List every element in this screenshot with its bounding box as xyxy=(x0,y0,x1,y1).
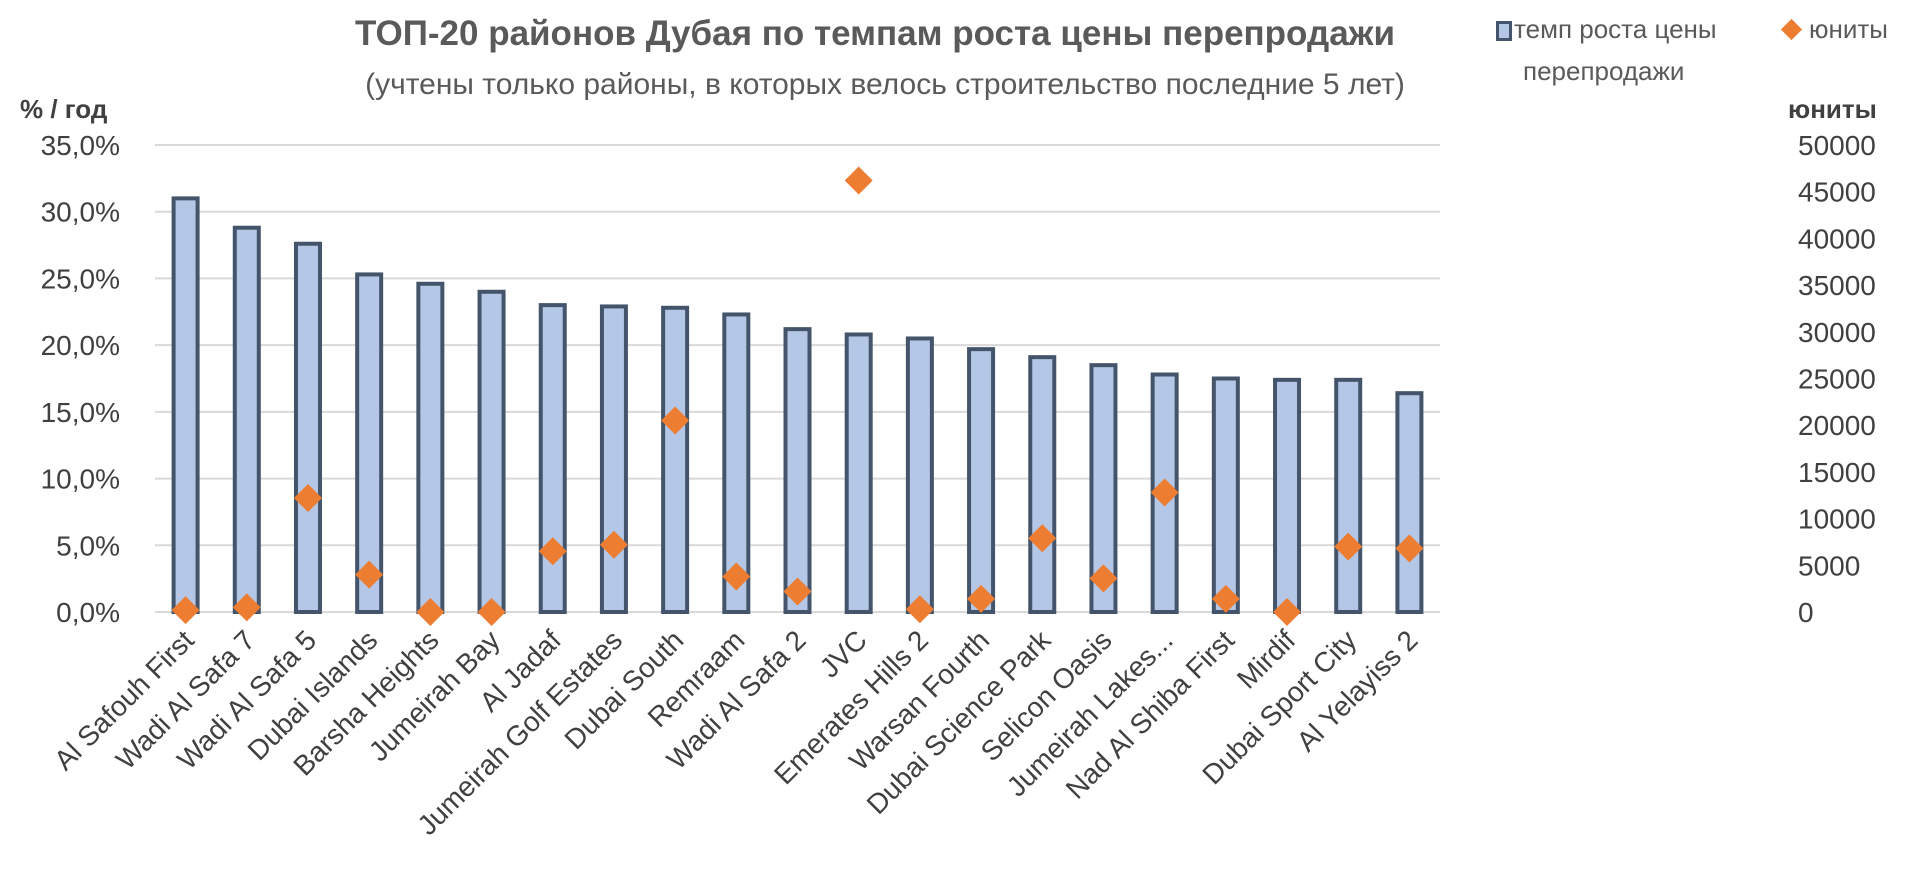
legend-item-units: юниты xyxy=(1780,14,1888,45)
right-tick-label: 0 xyxy=(1798,597,1814,628)
unit-marker xyxy=(293,484,322,513)
unit-marker xyxy=(416,598,445,626)
right-tick-label: 20000 xyxy=(1798,410,1876,441)
unit-marker xyxy=(905,595,934,624)
left-tick-label: 10,0% xyxy=(41,464,120,495)
left-tick-label: 25,0% xyxy=(41,263,120,294)
unit-marker xyxy=(661,406,690,435)
bar xyxy=(293,241,322,614)
bar xyxy=(661,305,690,614)
bar xyxy=(1334,377,1363,614)
bar xyxy=(783,327,812,614)
bar xyxy=(905,336,934,614)
bar xyxy=(416,281,445,614)
left-tick-label: 30,0% xyxy=(41,197,120,228)
chart-subtitle: (учтены только районы, в которых велось … xyxy=(365,68,1405,101)
bar xyxy=(722,312,751,614)
unit-marker xyxy=(171,596,200,625)
right-tick-label: 30000 xyxy=(1798,317,1876,348)
legend-item-growth: темп роста цены xyxy=(1496,14,1717,45)
legend-growth-label-line2: перепродажи xyxy=(1523,56,1685,86)
unit-marker xyxy=(1211,584,1240,613)
bar xyxy=(1089,363,1118,614)
unit-marker xyxy=(232,593,261,622)
unit-marker xyxy=(844,166,873,195)
left-tick-label: 35,0% xyxy=(41,130,120,161)
right-tick-label: 15000 xyxy=(1798,457,1876,488)
unit-marker xyxy=(477,598,506,626)
bar xyxy=(1395,391,1424,615)
right-tick-label: 45000 xyxy=(1798,177,1876,208)
right-tick-label: 25000 xyxy=(1798,364,1876,395)
bar xyxy=(967,347,996,614)
chart-title: ТОП-20 районов Дубая по темпам роста цен… xyxy=(355,14,1395,53)
bar xyxy=(1211,376,1240,614)
bar xyxy=(599,304,628,614)
left-tick-label: 15,0% xyxy=(41,397,120,428)
bar xyxy=(1028,355,1057,614)
right-axis-title: юниты xyxy=(1788,94,1877,124)
unit-marker xyxy=(1395,534,1424,563)
right-tick-label: 10000 xyxy=(1798,504,1876,535)
bar xyxy=(538,303,567,614)
unit-marker xyxy=(1028,524,1057,553)
unit-marker xyxy=(783,577,812,606)
bar xyxy=(232,225,261,614)
bar xyxy=(171,196,200,614)
left-axis-title: % / год xyxy=(20,94,108,124)
unit-marker xyxy=(538,537,567,566)
bar xyxy=(844,332,873,614)
right-tick-label: 50000 xyxy=(1798,130,1876,161)
unit-marker xyxy=(1273,598,1302,626)
right-tick-label: 40000 xyxy=(1798,223,1876,254)
left-tick-label: 20,0% xyxy=(41,330,120,361)
left-tick-label: 0,0% xyxy=(56,597,120,628)
unit-marker xyxy=(722,562,751,591)
legend-growth-label: темп роста цены xyxy=(1514,14,1717,44)
legend-bar-swatch xyxy=(1496,21,1512,41)
left-tick-label: 5,0% xyxy=(56,530,120,561)
unit-marker xyxy=(599,530,628,559)
unit-marker xyxy=(1334,532,1363,561)
unit-marker xyxy=(967,584,996,613)
bar xyxy=(1273,377,1302,614)
legend-units-label: юниты xyxy=(1809,14,1888,44)
bar xyxy=(355,272,384,614)
unit-marker xyxy=(1150,478,1179,507)
right-tick-label: 5000 xyxy=(1798,550,1860,581)
unit-marker xyxy=(1089,564,1118,593)
right-tick-label: 35000 xyxy=(1798,270,1876,301)
unit-marker xyxy=(355,560,384,589)
bar xyxy=(477,289,506,614)
